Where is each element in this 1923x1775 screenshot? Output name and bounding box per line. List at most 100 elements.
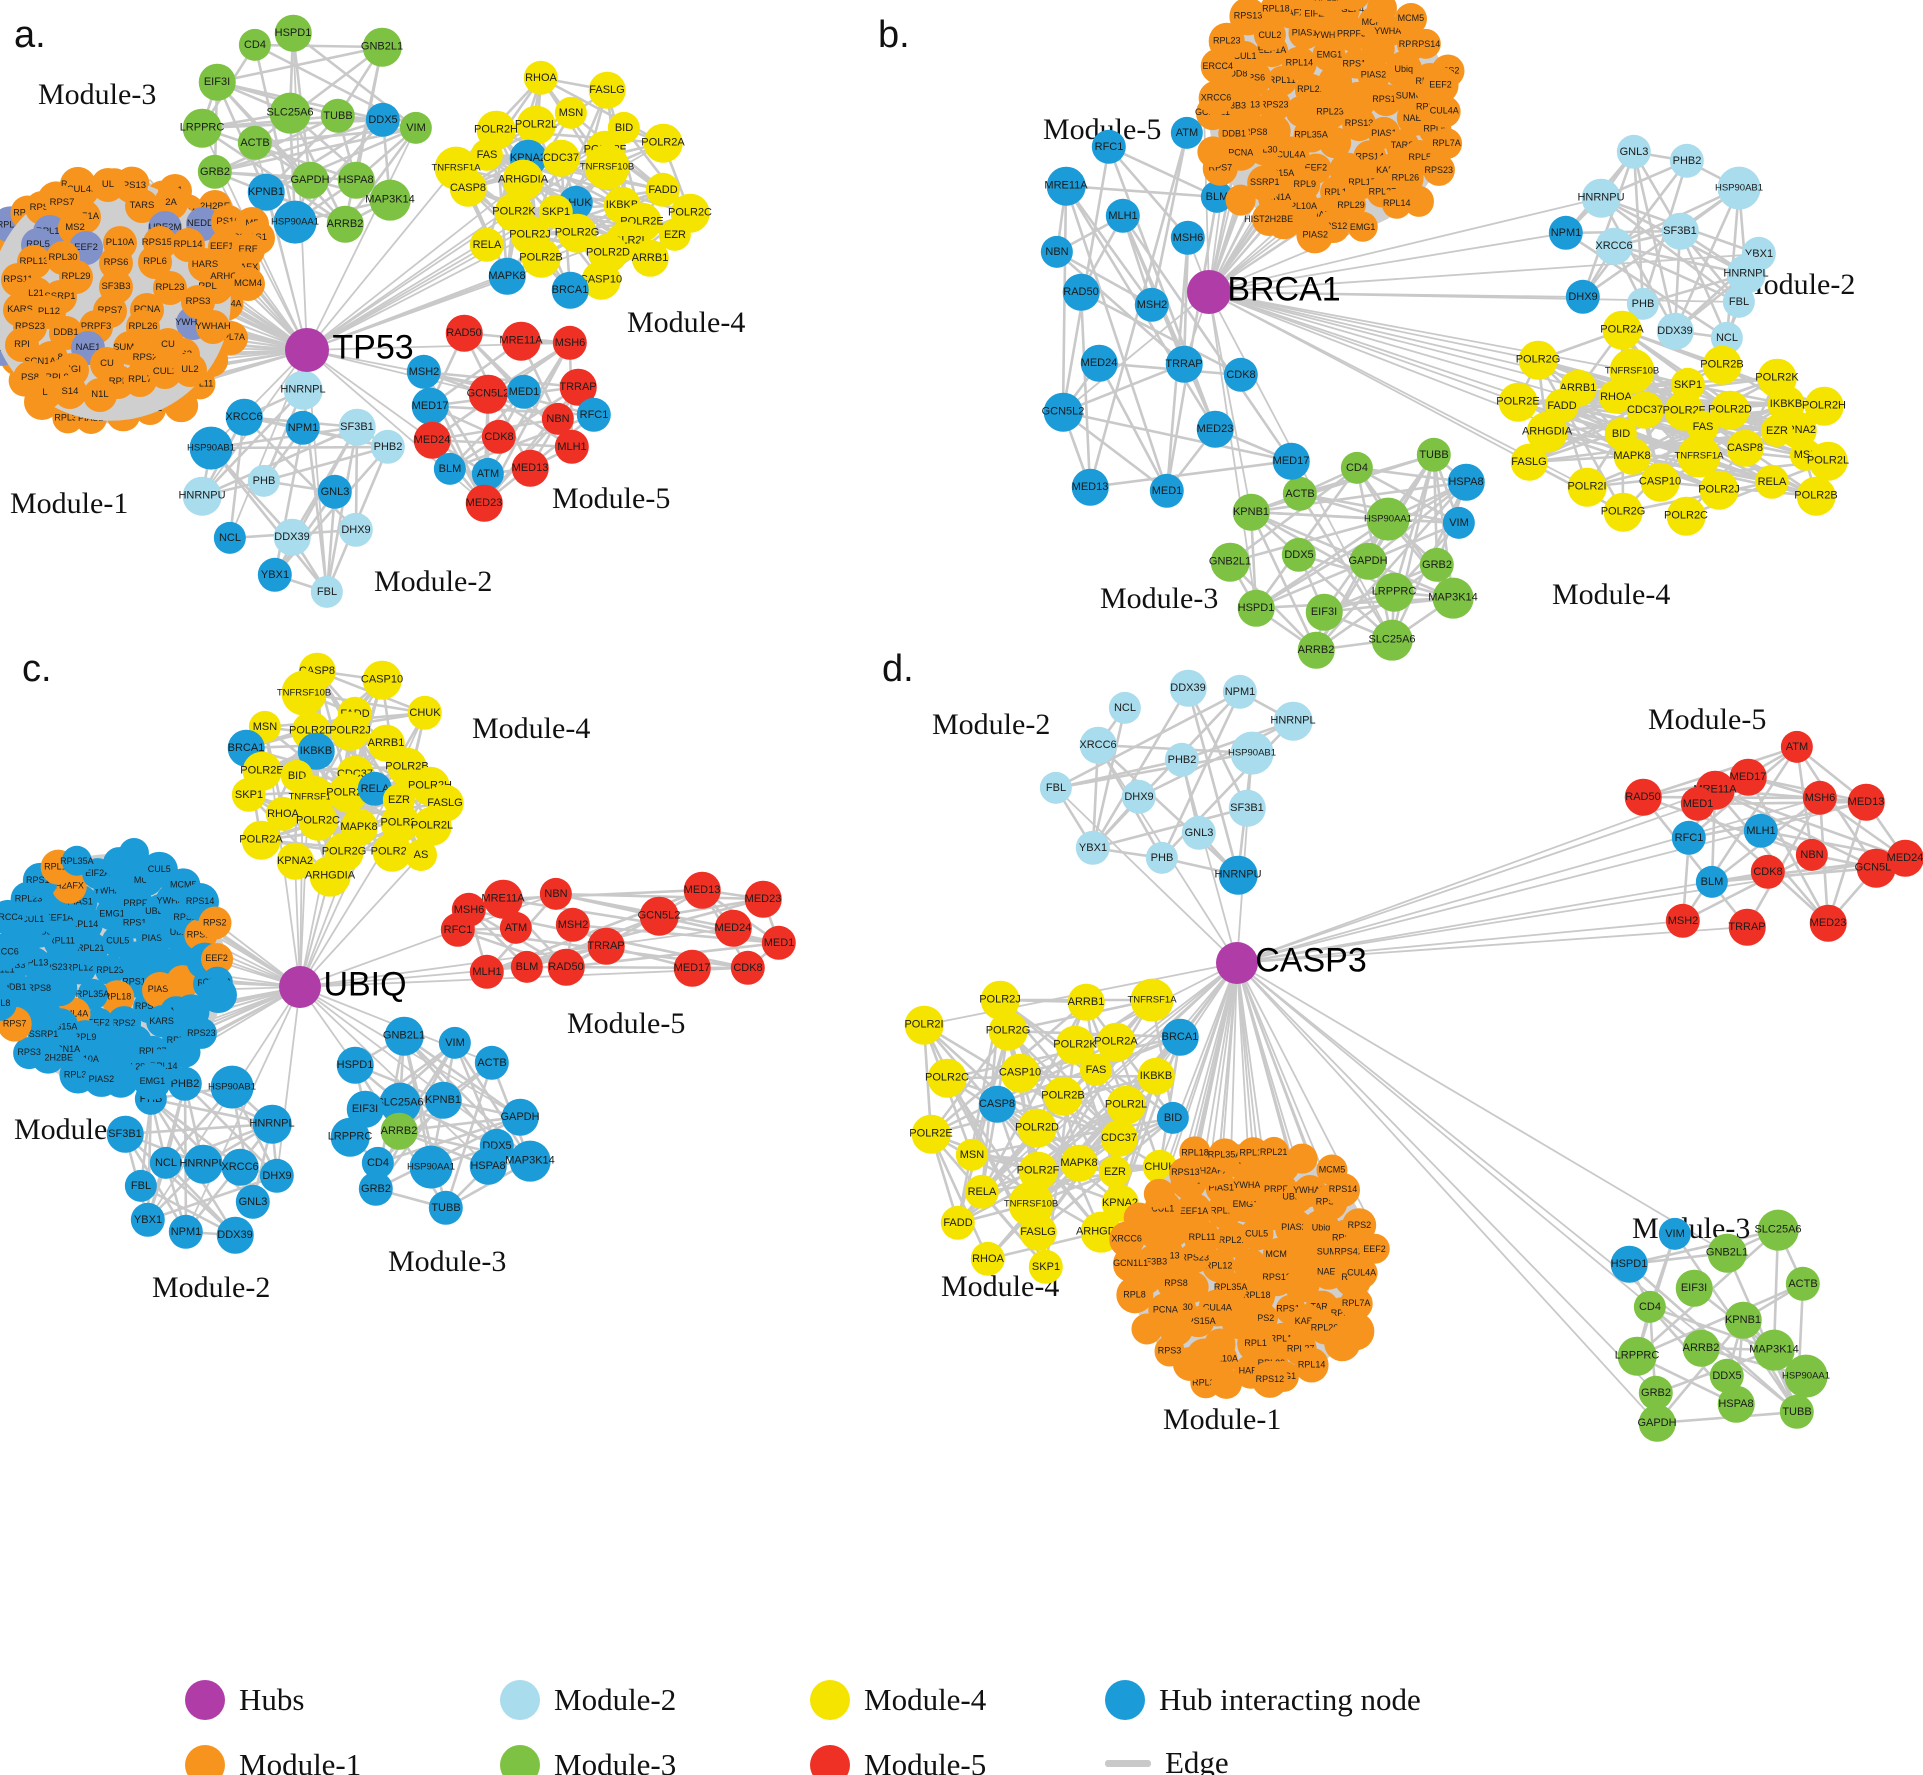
node-hspd1[interactable]: HSPD1 [1611, 1245, 1647, 1283]
node-med17[interactable]: MED17 [1729, 758, 1767, 796]
legend-swatch-hub-interacting-node [1105, 1680, 1145, 1720]
node-hspa8[interactable]: HSPA8 [1717, 1385, 1755, 1423]
node-rad50[interactable]: RAD50 [1624, 778, 1662, 816]
node-label: POLR2F [1016, 1164, 1060, 1177]
node-label: XRCC6 [1111, 1233, 1142, 1244]
hub-node-casp3[interactable] [1216, 942, 1258, 984]
node-mre11a[interactable]: MRE11A [499, 321, 543, 361]
node-hsp90ab1[interactable]: HSP90AB1 [1227, 731, 1277, 775]
node-label: GNL3 [1184, 826, 1214, 839]
module-label-module-4: Module-4 [1552, 578, 1671, 611]
module-label-module-2: Module-2 [932, 708, 1051, 741]
hub-node-tp53[interactable] [285, 328, 329, 372]
dense-node[interactable] [1131, 1313, 1163, 1345]
node-sf3b1[interactable]: SF3B1 [1228, 789, 1266, 827]
node-label: RPS8 [1164, 1277, 1188, 1288]
node-kpnb1[interactable]: KPNB1 [1724, 1301, 1762, 1339]
node-casp10[interactable]: CASP10 [999, 1053, 1041, 1093]
node-gapdh[interactable]: GAPDH [1637, 1404, 1677, 1442]
node-label: RELA [967, 1185, 997, 1198]
node-polr2b[interactable]: POLR2B [1041, 1076, 1085, 1116]
legend-item-edge: Edge [1105, 1745, 1229, 1775]
node-med23[interactable]: MED23 [1810, 904, 1846, 942]
node-polr2e[interactable]: POLR2E [909, 1114, 953, 1154]
node-label: POLR2A [1094, 1035, 1138, 1048]
node-label: SF3B1 [1230, 801, 1264, 814]
legend-label-module-1: Module-1 [239, 1747, 362, 1775]
dense-node[interactable] [1123, 1202, 1155, 1233]
node-med24[interactable]: MED24 [1886, 839, 1923, 877]
node-label: EEF1A [1179, 1205, 1209, 1216]
node-eif3i[interactable]: EIF3I [1675, 1269, 1713, 1307]
dense-node[interactable] [1286, 1143, 1318, 1174]
legend-swatch-module-5 [810, 1745, 850, 1775]
node-hnrnpl[interactable]: HNRNPL [1270, 701, 1316, 741]
legend-label-edge: Edge [1165, 1745, 1229, 1775]
legend-item-module-2: Module-2 [500, 1680, 676, 1720]
node-gnb2l1[interactable]: GNB2L1 [1706, 1233, 1748, 1273]
node-arrb1[interactable]: ARRB1 [1068, 983, 1104, 1021]
dense-node[interactable] [1324, 1325, 1361, 1362]
node-tnfrsf1a[interactable]: TNFRSF1A [1127, 978, 1177, 1022]
node-polr2g[interactable]: POLR2G [986, 1011, 1030, 1051]
node-cdc37[interactable]: CDC37 [1100, 1119, 1138, 1157]
dense-node[interactable] [1225, 184, 1257, 216]
module-label-module-5: Module-5 [552, 482, 671, 515]
node-polr2c[interactable]: POLR2C [925, 1058, 969, 1098]
node-polr2d[interactable]: POLR2D [1015, 1108, 1059, 1148]
dense-node[interactable]: RPL21 [1336, 0, 1370, 11]
legend-item-module-3: Module-3 [500, 1745, 676, 1775]
panel-letter-b: b. [878, 14, 910, 56]
hub-label-tp53: TP53 [332, 328, 414, 367]
node-label: XRCC6 [1079, 738, 1117, 751]
node-label: MED17 [1729, 770, 1767, 783]
node-label: RHOA [972, 1252, 1004, 1265]
node-label: GRB2 [1641, 1386, 1671, 1399]
node-ikbkb[interactable]: IKBKB [1137, 1057, 1175, 1095]
dense-node[interactable]: RPS14 [1326, 1172, 1360, 1207]
node-casp8[interactable]: CASP8 [978, 1085, 1016, 1123]
node-label: FAS [1085, 1063, 1107, 1076]
node-label: MED24 [1886, 851, 1923, 864]
node-label: HSP90AB1 [1227, 747, 1277, 759]
node-med13[interactable]: MED13 [1847, 783, 1885, 821]
node-label: ATM [1785, 740, 1809, 753]
node-polr2i[interactable]: POLR2I [904, 1005, 944, 1045]
dense-node[interactable]: RPL14 [1294, 1347, 1330, 1383]
node-faslg[interactable]: FASLG [1019, 1213, 1057, 1251]
dense-node[interactable]: CUL4A [1346, 1258, 1378, 1289]
legend-label-module-2: Module-2 [554, 1682, 677, 1717]
node-polr2l[interactable]: POLR2L [1105, 1085, 1147, 1125]
node-label: MED13 [1847, 795, 1885, 808]
node-hnrnpu[interactable]: HNRNPU [1214, 855, 1262, 895]
module-label-module-3: Module-3 [1100, 582, 1219, 615]
node-ddx39[interactable]: DDX39 [1169, 669, 1207, 707]
legend-item-module-1: Module-1 [185, 1745, 361, 1775]
node-mapk8[interactable]: MAPK8 [1060, 1144, 1098, 1182]
dense-node[interactable]: RPS3 [1154, 1335, 1185, 1367]
node-brca1[interactable]: BRCA1 [1162, 1018, 1198, 1056]
node-label: RPS2 [1347, 1219, 1372, 1230]
node-label: MSH6 [1804, 791, 1836, 804]
node-xrcc6[interactable]: XRCC6 [1079, 726, 1117, 764]
node-label: TRRAP [1728, 920, 1766, 933]
node-label: CASP8 [978, 1097, 1016, 1110]
node-slc25a6[interactable]: SLC25A6 [1754, 1209, 1802, 1251]
node-arrb2[interactable]: ARRB2 [1683, 1329, 1719, 1367]
hub-node-brca1[interactable] [1187, 270, 1231, 314]
module-label-module-2: Module-2 [152, 1271, 271, 1304]
node-trrap[interactable]: TRRAP [1728, 908, 1766, 946]
module-label-module-5: Module-5 [567, 1007, 686, 1040]
panel-d-network: Module-2 Module-5 Module-4 Module-3 Module-1… [904, 669, 1923, 1442]
node-label: Ubiq [1311, 1222, 1331, 1233]
dense-node[interactable]: RPL35A [1288, 0, 1321, 6]
module-label-module-1: Module-1 [10, 487, 129, 520]
node-hsp90aa1[interactable]: HSP90AA1 [1782, 1354, 1830, 1398]
node-label: DHX9 [1124, 790, 1154, 803]
node-lrpprc[interactable]: LRPPRC [1615, 1336, 1659, 1376]
node-label: RPL35A [1207, 1149, 1242, 1160]
legend-swatch-module-4 [810, 1680, 850, 1720]
dense-node[interactable] [1197, 136, 1229, 168]
dense-node[interactable] [1366, 0, 1397, 24]
